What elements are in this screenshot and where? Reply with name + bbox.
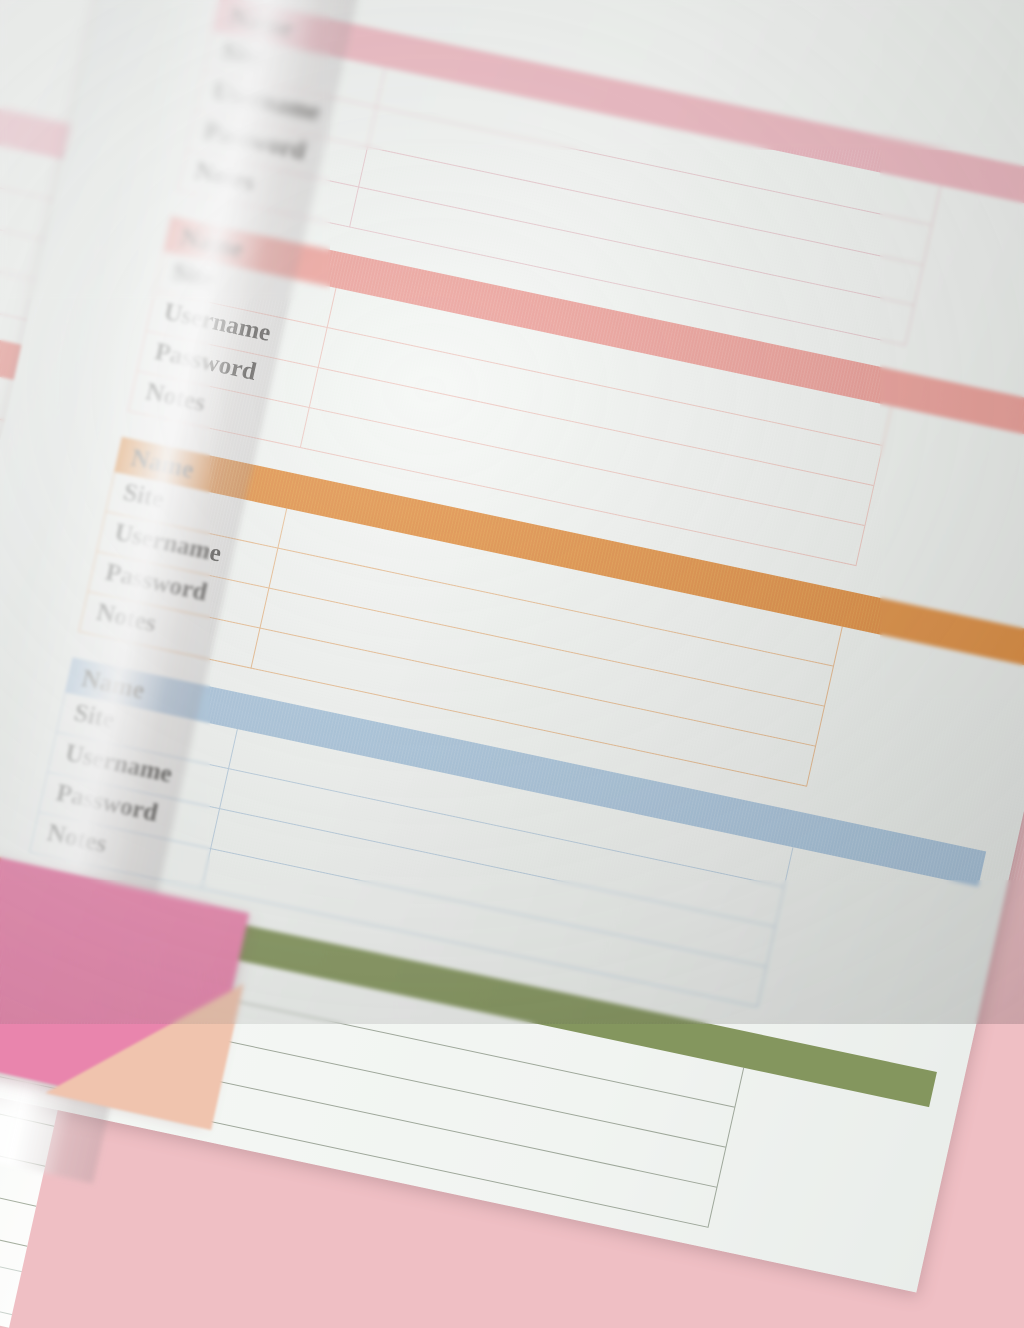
entry-field-label: Site — [219, 37, 265, 73]
left-page-rule-line — [0, 1122, 13, 1316]
entry-field-label: Site — [170, 258, 216, 293]
left-page-rule-line — [0, 1165, 3, 1328]
entry-field-label: Notes — [192, 157, 258, 197]
entry-field-label: Notes — [44, 819, 110, 858]
entry-field-label: Notes — [94, 598, 159, 638]
entry-field-label: Site — [120, 478, 167, 514]
entry-field-label: Notes — [143, 378, 208, 417]
entry-field-label: Site — [71, 699, 117, 734]
card-red-corner — [0, 848, 1, 917]
